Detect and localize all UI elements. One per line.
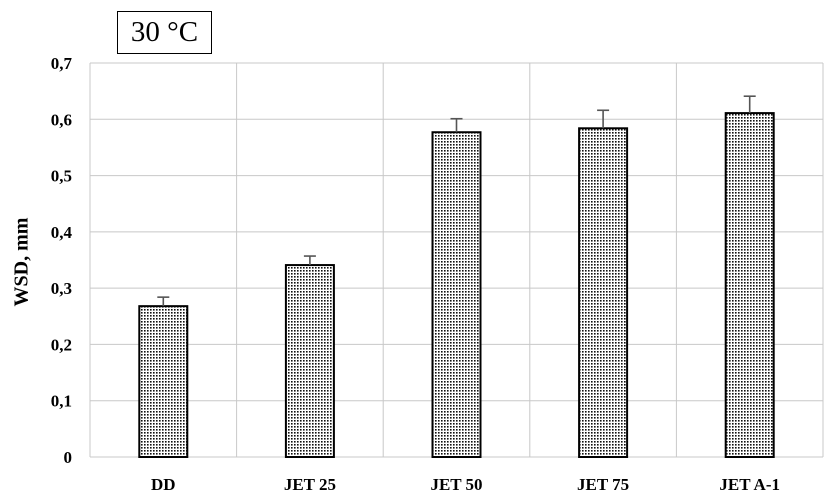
x-tick-label: JET 25	[284, 475, 336, 494]
bar-jet-50	[431, 131, 482, 459]
bar-jet-a-1	[724, 112, 775, 458]
x-tick-label: JET 75	[577, 475, 629, 494]
x-axis-ticks: DD JET 25 JET 50 JET 75 JET A-1	[151, 475, 780, 494]
bars	[138, 112, 775, 459]
y-tick-label: 0,1	[51, 392, 72, 411]
y-axis-title: WSD, mm	[10, 217, 33, 307]
x-tick-label: JET 50	[430, 475, 482, 494]
x-tick-label: DD	[151, 475, 176, 494]
y-tick-label: 0,7	[51, 54, 73, 73]
y-axis-ticks: 0 0,1 0,2 0,3 0,4 0,5 0,6 0,7	[51, 54, 73, 467]
bar-jet-75	[578, 127, 629, 458]
y-tick-label: 0,3	[51, 279, 72, 298]
y-tick-label: 0,5	[51, 167, 72, 186]
temperature-label: 30 °C	[117, 11, 212, 54]
y-tick-label: 0,4	[51, 223, 73, 242]
y-tick-label: 0,6	[51, 110, 72, 129]
x-tick-label: JET A-1	[719, 475, 780, 494]
bar-jet-25	[284, 264, 335, 458]
bar-dd	[138, 305, 189, 459]
y-tick-label: 0	[64, 448, 73, 467]
error-bars	[157, 95, 756, 307]
y-tick-label: 0,2	[51, 335, 72, 354]
